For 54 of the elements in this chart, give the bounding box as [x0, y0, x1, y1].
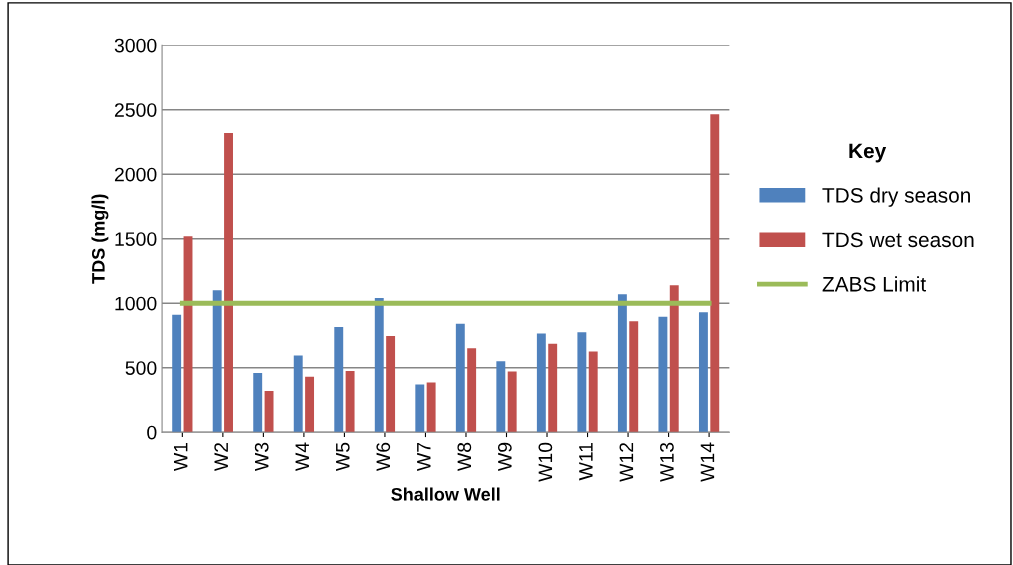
- x-tick-label: W3: [254, 442, 269, 472]
- bar: [617, 294, 627, 433]
- bar: [536, 333, 546, 433]
- x-tick-label: W14: [700, 442, 715, 482]
- y-tick-label: 0: [147, 425, 157, 440]
- bar: [264, 390, 274, 433]
- bar: [415, 384, 425, 433]
- x-tick-label: W9: [497, 442, 512, 472]
- bar: [507, 371, 517, 433]
- x-tick-label: W12: [619, 442, 634, 482]
- bar: [212, 290, 222, 433]
- bar: [710, 114, 720, 433]
- bar: [455, 323, 465, 433]
- x-tick-label: W1: [173, 442, 188, 472]
- bar: [305, 376, 315, 433]
- x-tick-label: W13: [660, 442, 674, 482]
- legend-title: Key: [849, 143, 887, 163]
- x-tick-label: W5: [336, 442, 350, 472]
- bar: [386, 336, 396, 433]
- bar: [548, 343, 558, 433]
- bar: [588, 351, 598, 433]
- bar: [577, 332, 587, 433]
- legend-label: TDS dry season: [822, 187, 970, 207]
- bar: [669, 285, 679, 433]
- legend-label: TDS wet season: [822, 232, 974, 248]
- x-tick-label: W10: [538, 442, 553, 482]
- x-tick-label: W4: [295, 442, 309, 472]
- y-tick-label: 500: [125, 361, 157, 375]
- bar: [224, 132, 233, 433]
- bar: [426, 382, 436, 433]
- x-tick-label: W11: [579, 442, 593, 481]
- x-axis-title: Shallow Well: [391, 487, 500, 501]
- bar: [253, 372, 263, 433]
- y-tick-label: 2500: [114, 103, 157, 117]
- x-tick-label: W6: [376, 442, 391, 472]
- bar: [698, 312, 708, 433]
- y-tick-label: 3000: [114, 38, 157, 53]
- bar: [496, 361, 506, 433]
- y-tick-label: 1500: [115, 232, 157, 246]
- bar: [374, 298, 384, 433]
- legend-label: ZABS Limit: [822, 276, 926, 292]
- x-tick-label: W2: [214, 442, 228, 472]
- x-tick-label: W7: [417, 442, 431, 472]
- y-axis-title: TDS (mg/l): [91, 194, 109, 284]
- y-tick-label: 2000: [114, 167, 157, 182]
- bar: [334, 327, 344, 433]
- bar: [629, 321, 639, 433]
- bar: [658, 316, 668, 433]
- bar: [172, 314, 182, 433]
- x-tick-label: W8: [457, 442, 472, 472]
- bar: [293, 355, 303, 433]
- bar: [467, 348, 477, 433]
- bar: [345, 370, 355, 433]
- y-tick-label: 1000: [115, 296, 157, 311]
